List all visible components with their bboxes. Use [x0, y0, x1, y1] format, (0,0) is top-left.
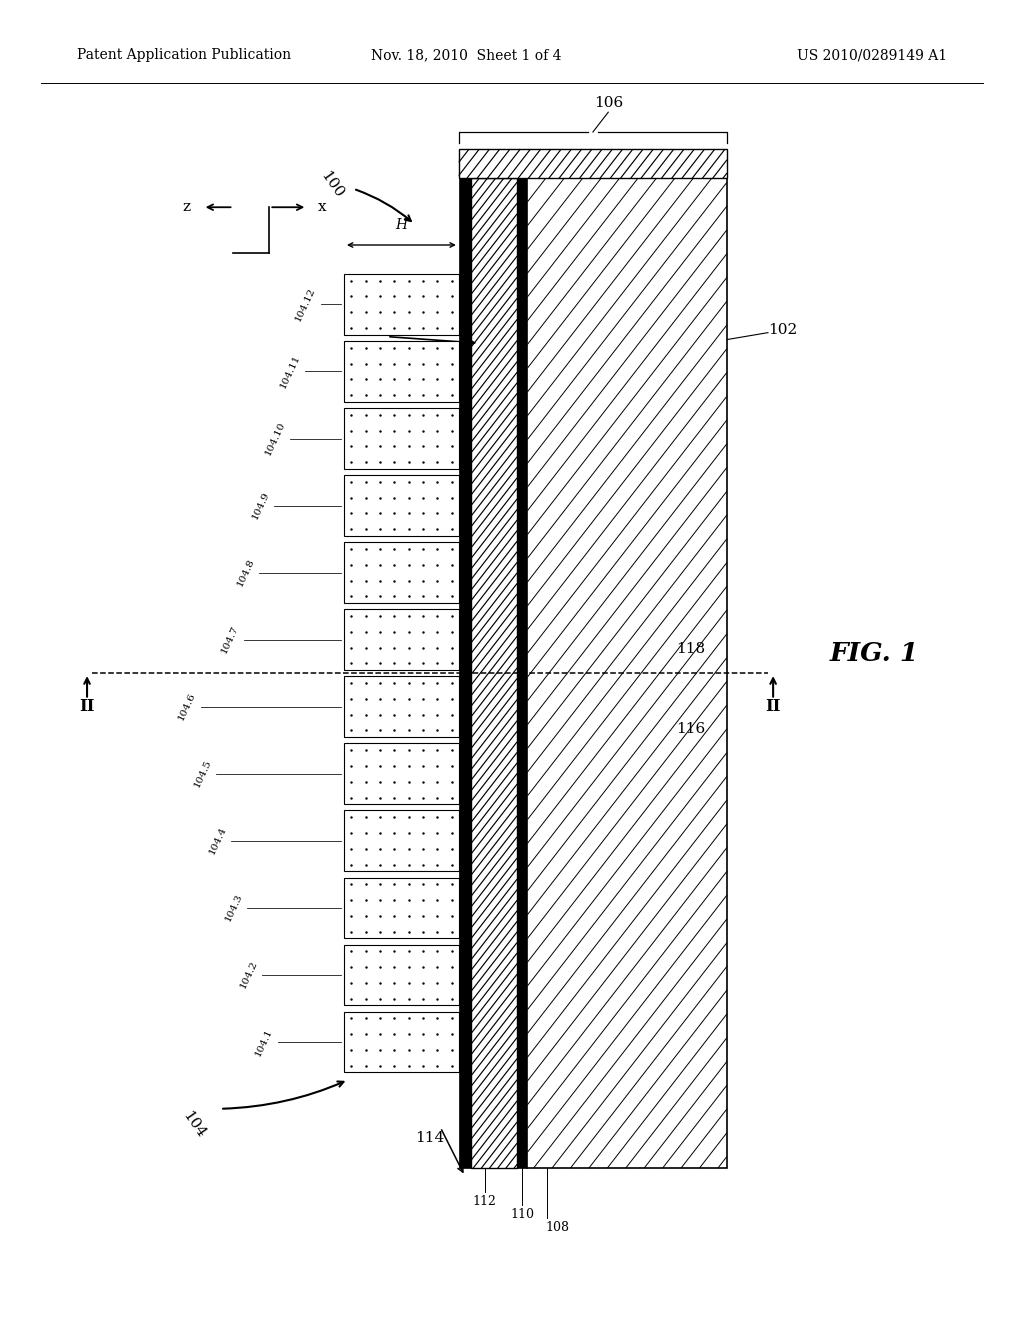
Bar — [344, 543, 459, 603]
Bar — [344, 475, 459, 536]
Text: z: z — [182, 201, 190, 214]
Text: 118: 118 — [676, 643, 705, 656]
Text: 104: 104 — [179, 1109, 208, 1140]
Bar — [344, 676, 459, 737]
Text: 116: 116 — [367, 301, 391, 333]
Text: 104.9: 104.9 — [251, 490, 271, 521]
Bar — [344, 878, 459, 939]
Text: II: II — [765, 698, 781, 714]
Bar — [344, 945, 459, 1006]
Text: 102: 102 — [768, 323, 798, 337]
Text: 104.12: 104.12 — [294, 286, 317, 323]
Bar — [459, 178, 471, 1168]
Text: 112: 112 — [473, 1195, 497, 1208]
Text: 104.5: 104.5 — [193, 759, 213, 789]
Text: 104.11: 104.11 — [279, 352, 302, 389]
Text: 108: 108 — [546, 1221, 569, 1234]
Text: 106: 106 — [594, 95, 623, 110]
Bar — [344, 275, 459, 335]
Text: 100: 100 — [317, 169, 346, 201]
Text: 104.4: 104.4 — [208, 825, 228, 857]
Text: Nov. 18, 2010  Sheet 1 of 4: Nov. 18, 2010 Sheet 1 of 4 — [371, 49, 561, 62]
Text: 104.3: 104.3 — [223, 892, 244, 923]
Bar — [344, 408, 459, 469]
Bar — [344, 341, 459, 401]
Text: US 2010/0289149 A1: US 2010/0289149 A1 — [797, 49, 947, 62]
Bar — [344, 810, 459, 871]
Bar — [471, 178, 517, 1168]
Bar — [527, 178, 727, 1168]
Text: II: II — [79, 698, 95, 714]
Text: H: H — [395, 218, 408, 232]
Bar — [517, 178, 527, 1168]
Bar — [459, 149, 727, 178]
Text: 104.10: 104.10 — [263, 420, 287, 457]
Bar — [344, 743, 459, 804]
Text: 104.7: 104.7 — [220, 624, 241, 655]
Text: Patent Application Publication: Patent Application Publication — [77, 49, 291, 62]
Text: 104.8: 104.8 — [236, 557, 256, 587]
Text: 104.2: 104.2 — [239, 960, 259, 990]
Text: 104.6: 104.6 — [177, 692, 198, 722]
Text: 104.1: 104.1 — [254, 1027, 274, 1057]
Text: FIG. 1: FIG. 1 — [829, 642, 919, 665]
Bar — [344, 1011, 459, 1072]
Text: 110: 110 — [510, 1208, 535, 1221]
Text: x: x — [317, 201, 326, 214]
Text: 116: 116 — [676, 722, 706, 735]
Text: 114: 114 — [416, 1131, 444, 1144]
Bar — [344, 610, 459, 671]
